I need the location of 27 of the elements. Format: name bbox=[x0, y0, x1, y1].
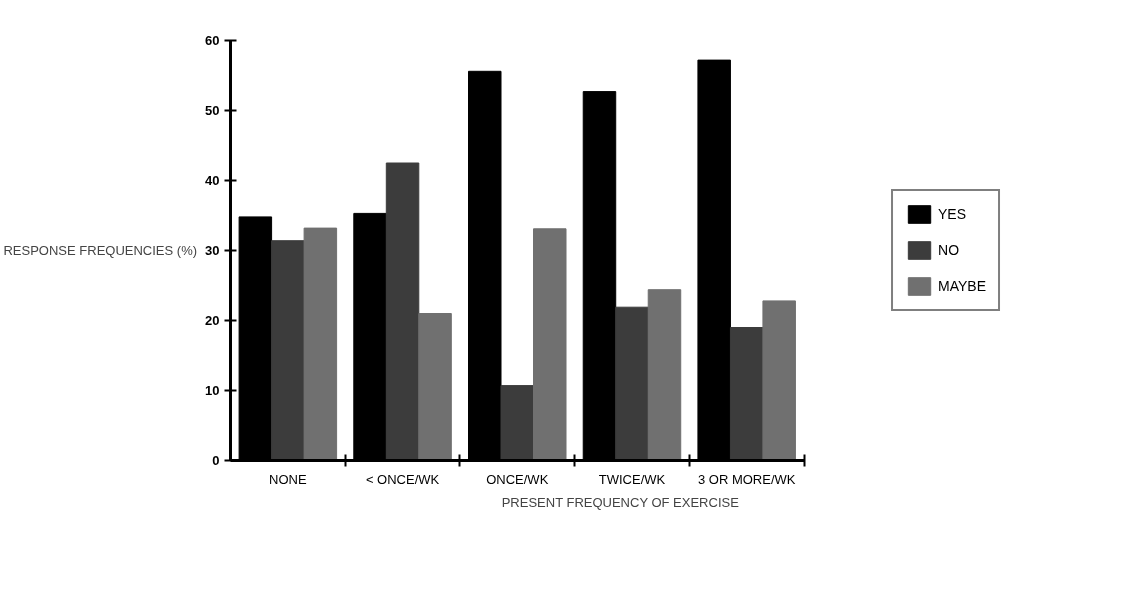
x-tick-label: < ONCE/WK bbox=[365, 471, 440, 487]
bar bbox=[615, 306, 649, 461]
bar bbox=[533, 228, 567, 461]
legend-label: NO bbox=[938, 242, 960, 258]
legend-label: YES bbox=[938, 206, 967, 222]
y-axis-title: RESPONSE FREQUENCIES (%) bbox=[3, 243, 198, 258]
y-tick-label: 40 bbox=[205, 173, 220, 188]
y-tick-label: 20 bbox=[205, 313, 220, 328]
bar bbox=[418, 313, 452, 461]
y-tick-label: 0 bbox=[212, 453, 220, 468]
y-tick-label: 10 bbox=[205, 383, 220, 398]
bar bbox=[385, 162, 420, 461]
legend-label: MAYBE bbox=[938, 278, 986, 294]
bar bbox=[303, 227, 338, 461]
y-tick-label: 50 bbox=[205, 103, 220, 118]
x-tick-label: TWICE/WK bbox=[598, 471, 666, 487]
bar bbox=[500, 385, 535, 461]
x-tick-label: 3 OR MORE/WK bbox=[697, 471, 796, 487]
bar bbox=[647, 289, 682, 461]
x-axis-title: PRESENT FREQUENCY OF EXERCISE bbox=[501, 494, 740, 510]
bar bbox=[762, 300, 796, 461]
bar bbox=[729, 327, 764, 461]
y-tick-label: 60 bbox=[205, 33, 220, 48]
x-tick-label: ONCE/WK bbox=[486, 471, 549, 487]
bar bbox=[271, 240, 305, 461]
x-tick-label: NONE bbox=[269, 471, 307, 487]
y-tick-label: 30 bbox=[205, 243, 220, 258]
